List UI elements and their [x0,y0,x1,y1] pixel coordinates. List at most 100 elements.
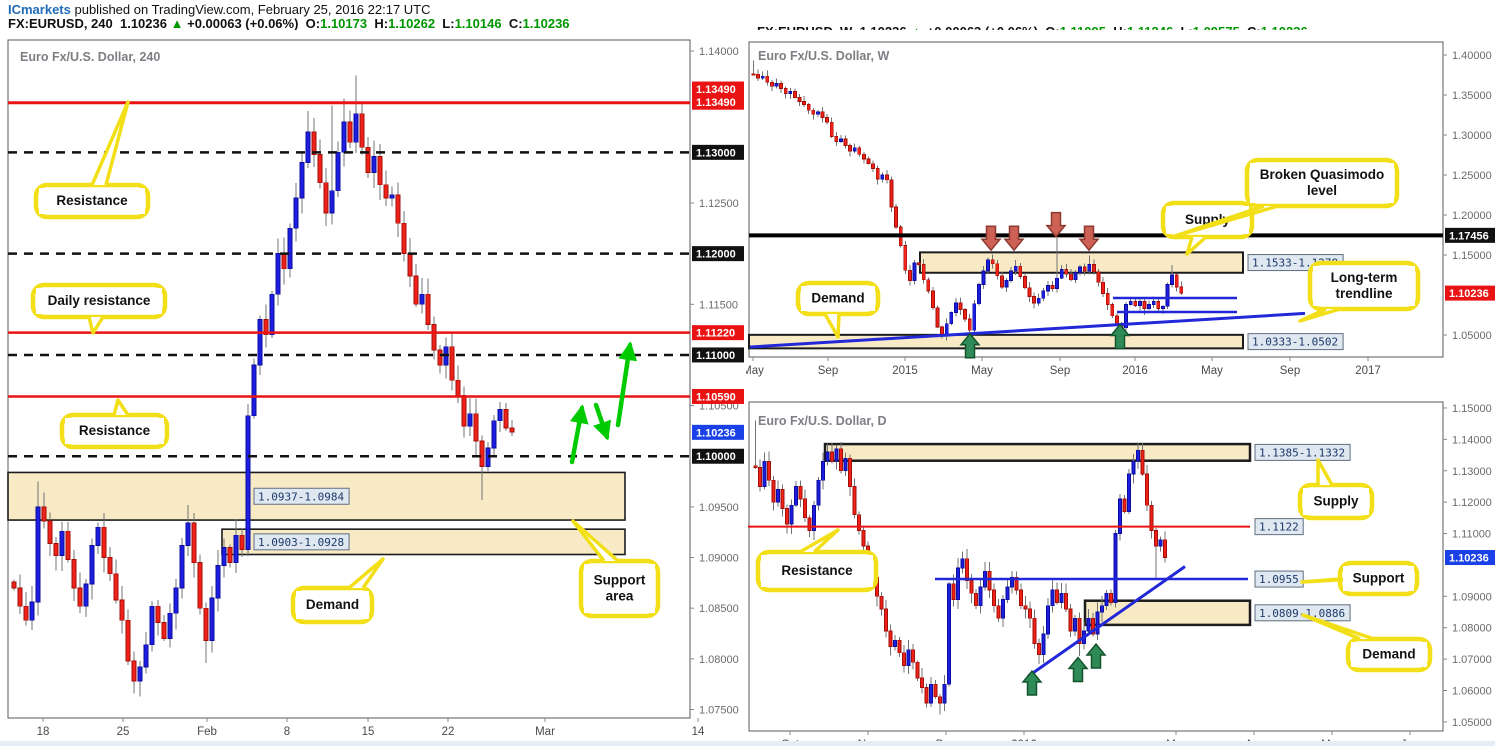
symbol-name[interactable]: FX:EURUSD, 240 [8,16,113,31]
trendline[interactable] [1027,565,1186,678]
open-label: O: [305,16,321,31]
price-tick: 1.07000 [1452,654,1492,666]
price-tick: 1.40000 [1452,50,1492,62]
callout-text: Long-term [1331,270,1398,285]
time-tick: 22 [442,726,455,738]
time-tick: 2016 [1122,365,1148,377]
zone-tags: 1.0937-1.0984 1.0903-1.0928 [253,487,350,551]
callout-bubble: Demand [1301,613,1433,673]
zone-tags: 1.1385-1.1332 1.0809-1.0886 1.1122 1.0955 [1254,443,1351,622]
supply-arrow-icon [1003,225,1025,252]
price-tick: 1.07500 [699,704,739,716]
supply-demand-zone[interactable] [823,442,1252,462]
chart-title: Euro Fx/U.S. Dollar, D [758,414,887,428]
projection-arrow-icon [569,404,589,465]
price-tick: 1.13000 [1452,466,1492,478]
candlestick-chart-daily[interactable]: 1.15000 1.14000 1.13000 1.12000 1.11000 1.090… [746,385,1495,746]
time-axis: 18 25 Feb 8 15 22 Mar 14 [37,718,705,738]
candlestick-chart-weekly[interactable]: 1.40000 1.35000 1.30000 1.25000 1.20000 1.150… [746,30,1495,382]
price-range-tag [1254,443,1351,461]
callout-text: level [1307,183,1337,198]
time-tick: Sep [1280,365,1300,377]
callout-bubble: Resistance [755,528,879,593]
low-label: L: [442,16,455,31]
low-value: 1.10146 [454,16,502,31]
callout-text: Demand [1362,647,1415,662]
published-text: published on TradingView.com, February 2… [70,2,431,17]
callout-text: Resistance [56,193,128,208]
price-axis: 1.40000 1.35000 1.30000 1.25000 1.20000 1.150… [1443,50,1495,342]
open-value: 1.10173 [320,16,368,31]
supply-arrow-icon [980,225,1002,252]
price-range-tag [253,487,350,505]
callout-text: Resistance [79,423,151,438]
price-tick: 1.15000 [1452,250,1492,262]
candles [751,60,1184,341]
price-tick: 1.08000 [699,654,739,666]
price-badge [692,347,744,363]
price-tick: 1.06000 [1452,686,1492,698]
svg-text:1.12000: 1.12000 [696,249,736,261]
chart-panel-weekly[interactable]: 1.40000 1.35000 1.30000 1.25000 1.20000 1.150… [746,30,1495,382]
chart-panel-240[interactable]: 1.14000 1.12500 1.11500 1.10500 1.09500 1.090… [4,30,745,742]
svg-text:1.10236: 1.10236 [696,427,736,439]
svg-text:1.10236: 1.10236 [1449,288,1489,300]
price-range-tag [1254,570,1304,588]
time-tick: May [1201,365,1223,377]
callout-text: Demand [306,597,359,612]
change-value: +0.00063 (+0.06%) [187,16,299,31]
high-label: H: [374,16,389,31]
callout-bubble: Resistance [33,100,151,220]
price-tick: 1.12000 [1452,497,1492,509]
price-range-tag [1247,333,1344,351]
price-tick: 1.08000 [1452,623,1492,635]
time-tick: Mar [535,726,555,738]
price-badge [692,81,744,97]
callout-text: Broken Quasimodo [1260,167,1385,182]
time-tick: 2015 [892,365,918,377]
trendline[interactable] [749,311,1306,349]
price-tick: 1.09000 [1452,591,1492,603]
price-tick: 1.12500 [699,198,739,210]
svg-text:1.13000: 1.13000 [696,147,736,159]
demand-arrow-icon [1067,656,1089,683]
demand-arrow-icon [1085,642,1107,669]
callout-bubble: Support [1300,560,1420,597]
price-badge [692,246,744,262]
close-value: 1.10236 [522,16,570,31]
price-badge [692,388,744,404]
callout-text: Resistance [781,563,853,578]
supply-demand-zone[interactable] [1083,599,1252,627]
callout-text: Supply [1313,494,1358,509]
svg-text:1.0809-1.0886: 1.0809-1.0886 [1259,607,1345,620]
callout-bubble: Resistance [59,398,170,450]
published-header: ICmarkets published on TradingView.com, … [8,2,431,17]
supply-arrow-icon [1045,211,1067,238]
callout-bubble: Demand [290,557,385,625]
price-badge [1445,285,1495,301]
demand-arrow-icon [959,332,981,359]
high-value: 1.10262 [388,16,436,31]
svg-text:1.0937-1.0984: 1.0937-1.0984 [258,490,344,503]
callout-bubble: Supply [1297,458,1375,521]
price-tick: 1.35000 [1452,90,1492,102]
price-tick: 1.09000 [699,553,739,565]
brand-link[interactable]: ICmarkets [8,2,71,17]
callout-text: area [606,589,634,604]
chart-panel-daily[interactable]: 1.15000 1.14000 1.13000 1.12000 1.11000 1.090… [746,385,1495,746]
time-tick: 18 [37,726,50,738]
price-tick: 1.05000 [1452,330,1492,342]
key-levels [8,101,690,458]
price-tick: 1.14000 [699,46,739,58]
time-tick: Sep [818,365,838,377]
callout-bubble: Demand [795,280,881,339]
price-tick: 1.30000 [1452,130,1492,142]
chart-title: Euro Fx/U.S. Dollar, 240 [20,50,160,64]
price-badge [692,144,744,160]
candlestick-chart-240[interactable]: 1.140001.125001.115001.105001.095001.090… [4,30,745,742]
svg-text:1.0333-1.0502: 1.0333-1.0502 [1252,336,1338,349]
